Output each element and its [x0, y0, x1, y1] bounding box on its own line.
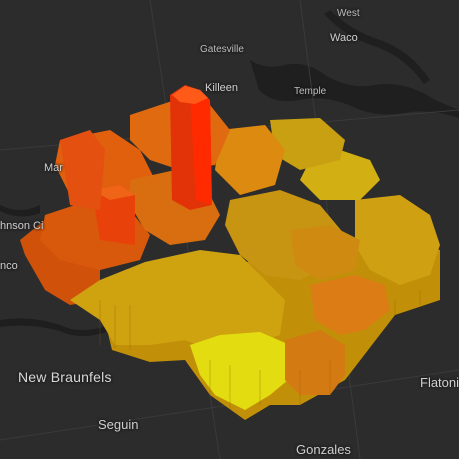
- map-label-gonzales: Gonzales: [296, 442, 351, 457]
- map-label-killeen: Killeen: [205, 82, 239, 94]
- region-north-mid[interactable]: [215, 125, 285, 195]
- peak-tower-face: [185, 88, 212, 205]
- map-label-johnson-city: hnson Ci: [0, 220, 44, 232]
- map-label-flatonia: Flatoni: [420, 375, 459, 390]
- tower-nw-side: [60, 130, 105, 210]
- region-southwest-plain[interactable]: [70, 250, 285, 350]
- map-label-temple: Temple: [294, 86, 327, 97]
- map-label-blanco: nco: [0, 260, 18, 272]
- region-south-orange[interactable]: [285, 330, 345, 395]
- map-label-new-braunfels: New Braunfels: [18, 369, 112, 385]
- extrusion-layer[interactable]: [20, 85, 440, 420]
- peak-tower-top[interactable]: [172, 86, 208, 104]
- extrusion-edges: [99, 290, 421, 410]
- region-east-yellow[interactable]: [355, 195, 440, 285]
- map-label-seguin: Seguin: [98, 417, 139, 432]
- region-center-east[interactable]: [290, 225, 360, 280]
- region-south-yellow[interactable]: [190, 332, 290, 410]
- water-bodies: [0, 10, 459, 336]
- tower-west-side: [92, 185, 135, 245]
- map-label-waco: Waco: [330, 32, 358, 44]
- map-label-marble-falls: Mar: [44, 162, 63, 174]
- map-label-gatesville: Gatesville: [200, 44, 244, 55]
- tower-west-top[interactable]: [92, 185, 135, 200]
- map-label-west: West: [337, 8, 360, 19]
- region-northeast-gold[interactable]: [270, 118, 345, 170]
- region-southeast-orange[interactable]: [310, 275, 390, 335]
